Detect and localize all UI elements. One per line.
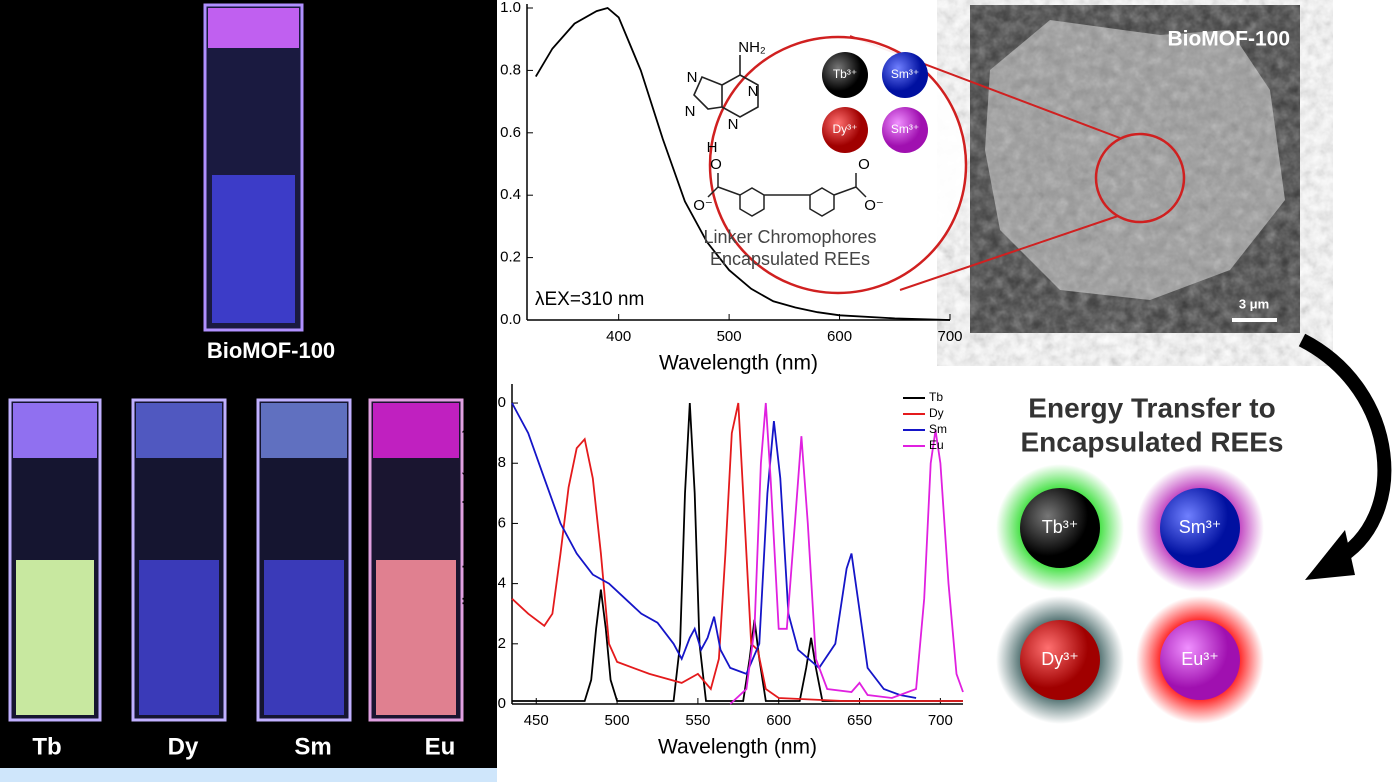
y-tick-label: 0.4 — [485, 575, 506, 592]
x-tick-label: 650 — [847, 712, 872, 729]
y-tick-label: 0.8 — [485, 454, 506, 471]
page: {"photo":{"sample_label":"BioMOF-100","c… — [0, 0, 1392, 782]
y-tick-label: 0.2 — [500, 249, 521, 266]
x-axis-label: Wavelength (nm) — [658, 736, 817, 759]
atom-label: N — [748, 83, 759, 100]
ion-label: Tb³⁺ — [833, 67, 857, 81]
x-tick-label: 600 — [827, 328, 852, 345]
y-tick-label: 0.6 — [500, 124, 521, 141]
arrow — [1302, 340, 1384, 560]
x-tick-label: 500 — [605, 712, 630, 729]
sample-label: BioMOF-100 — [207, 338, 335, 363]
atom-label: O⁻ — [864, 197, 884, 214]
atom-label: N — [685, 103, 696, 120]
y-tick-label: 0.4 — [500, 186, 521, 203]
y-axis-label: Normalized Intensity (a. u.) — [475, 45, 497, 284]
figure: BioMOF-100 Tb Dy Sm Eu BioMOF-100 3 μm E… — [0, 0, 1392, 782]
scheme-title: Encapsulated REEs — [1021, 426, 1284, 457]
atom-label: NH₂ — [738, 39, 766, 56]
cuvette-label: Eu — [425, 733, 456, 760]
x-tick-label: 700 — [937, 328, 962, 345]
series-line — [512, 403, 963, 701]
atom-label: O⁻ — [693, 197, 713, 214]
ion-label: Sm³⁺ — [1179, 517, 1222, 537]
atom-label: O — [710, 156, 722, 173]
y-tick-label: 0.6 — [485, 514, 506, 531]
x-tick-label: 550 — [685, 712, 710, 729]
x-tick-label: 450 — [524, 712, 549, 729]
cuvette — [258, 400, 350, 720]
cuvette — [205, 5, 302, 330]
x-axis-label: Wavelength (nm) — [659, 352, 818, 375]
series-line — [512, 403, 916, 698]
photo-strip — [0, 768, 497, 782]
y-tick-label: 1.0 — [500, 0, 521, 16]
y-tick-label: 1.0 — [485, 394, 506, 411]
y-tick-label: 0.2 — [485, 635, 506, 652]
y-tick-label: 0.0 — [485, 695, 506, 712]
sem-title: BioMOF-100 — [1167, 28, 1290, 51]
ion-label: Sm³⁺ — [891, 67, 919, 81]
atom-label: N — [687, 69, 698, 86]
ion-label: Eu³⁺ — [1181, 649, 1219, 669]
ion-label: Sm³⁺ — [891, 122, 919, 136]
legend-label: Tb — [929, 390, 943, 404]
legend-label: Dy — [929, 406, 944, 420]
ion-label: Tb³⁺ — [1042, 517, 1079, 537]
x-tick-label: 700 — [928, 712, 953, 729]
x-tick-label: 500 — [717, 328, 742, 345]
x-tick-label: 600 — [766, 712, 791, 729]
legend-label: Sm — [929, 422, 947, 436]
ion-label: Dy³⁺ — [1041, 649, 1079, 669]
y-axis-label: Normalized Intensity (a. u.) — [460, 427, 482, 666]
scheme-title: Energy Transfer to — [1028, 392, 1275, 423]
atom-label: H — [707, 139, 718, 156]
cuvette-label: Sm — [294, 733, 331, 760]
y-tick-label: 0.8 — [500, 61, 521, 78]
cuvette-label: Dy — [168, 733, 199, 760]
sem-image — [970, 5, 1300, 333]
cuvette — [10, 400, 100, 720]
cuvette — [370, 400, 462, 720]
scale-label: 3 μm — [1239, 296, 1269, 311]
x-tick-label: 400 — [606, 328, 631, 345]
y-tick-label: 0.0 — [500, 311, 521, 328]
cuvette — [133, 400, 225, 720]
cuvette-label: Tb — [32, 733, 61, 760]
inset-caption: Linker Chromophores — [703, 227, 876, 247]
ion-label: Dy³⁺ — [833, 122, 858, 136]
inset-caption: Encapsulated REEs — [710, 249, 870, 269]
legend-label: Eu — [929, 438, 944, 452]
arrowhead — [1305, 530, 1355, 580]
annotation: λEX=310 nm — [535, 289, 644, 310]
series-line — [512, 403, 963, 701]
atom-label: O — [858, 156, 870, 173]
atom-label: N — [728, 116, 739, 133]
